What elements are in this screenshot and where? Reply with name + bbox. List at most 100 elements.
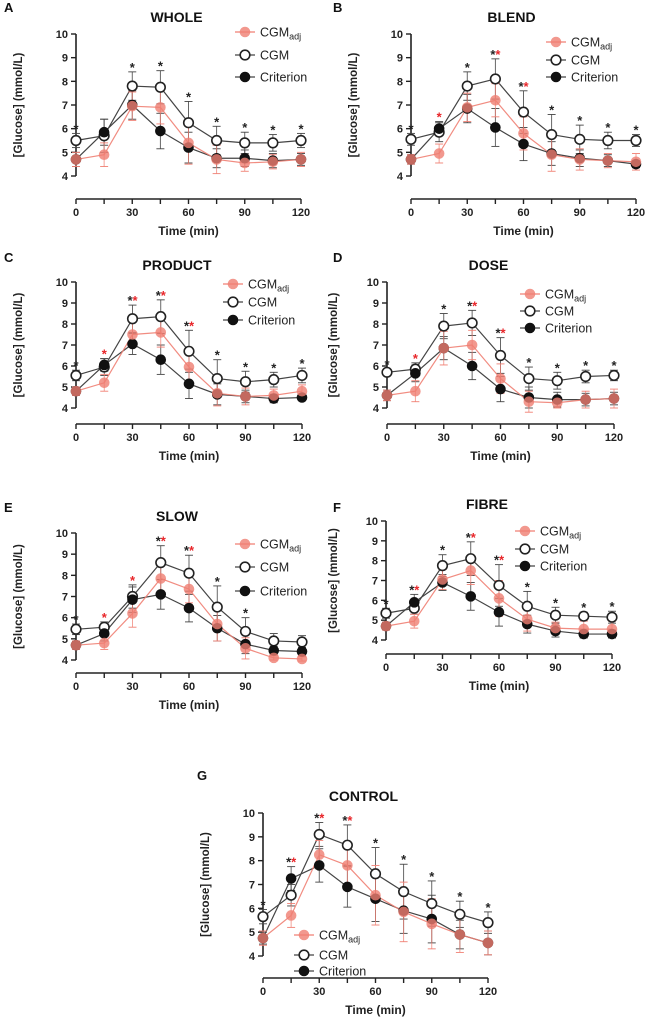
significance-star: *: [243, 359, 249, 374]
y-tick-label: 7: [62, 592, 68, 604]
data-point: [70, 385, 82, 397]
y-tick-label: 6: [373, 361, 379, 373]
data-point: [268, 374, 280, 386]
legend-name: Criterion: [571, 71, 618, 85]
data-point: [433, 148, 445, 159]
legend-name: Criterion: [260, 585, 307, 599]
significance-star: *: [441, 302, 447, 317]
data-point: [551, 397, 563, 409]
data-point: [313, 828, 325, 841]
star-black: *: [215, 574, 221, 589]
legend-marker: [239, 585, 251, 597]
star-red: *: [524, 79, 530, 94]
data-point: [630, 134, 642, 147]
legend-marker: [524, 288, 536, 300]
x-axis-label: Time (min): [470, 449, 530, 463]
star-black: *: [605, 120, 611, 135]
significance-star: **: [156, 288, 167, 303]
significance-star: *: [73, 121, 79, 136]
data-point: [606, 611, 618, 623]
significance-star: **: [518, 79, 529, 94]
star-black: *: [467, 298, 473, 313]
star-black: *: [214, 114, 220, 129]
data-point: [398, 886, 410, 898]
significance-star: *: [242, 120, 248, 135]
data-point: [98, 149, 110, 160]
data-point: [489, 73, 501, 85]
x-tick-label: 60: [183, 681, 195, 693]
legend-subscript: adj: [600, 42, 612, 52]
legend-label: Criterion: [260, 585, 307, 599]
y-tick-label: 4: [62, 171, 69, 183]
y-tick-label: 5: [62, 382, 68, 394]
significance-star: *: [186, 89, 192, 104]
legend-marker: [524, 305, 536, 317]
y-tick-label: 4: [397, 171, 404, 183]
data-point: [155, 573, 167, 584]
x-tick-label: 30: [126, 207, 138, 219]
star-red: *: [133, 293, 139, 308]
data-point: [405, 133, 417, 145]
y-tick-label: 5: [62, 634, 68, 646]
star-black: *: [271, 360, 277, 375]
legend-item: Criterion: [520, 322, 592, 336]
data-point: [183, 378, 195, 390]
star-black: *: [299, 356, 305, 371]
data-point: [493, 606, 505, 618]
significance-star: **: [490, 47, 501, 62]
data-point: [398, 906, 409, 918]
significance-star: *: [465, 60, 471, 75]
significance-star: *: [633, 123, 639, 138]
panel-letter: C: [4, 250, 14, 265]
data-point: [240, 643, 251, 654]
legend-label: Criterion: [260, 71, 307, 85]
data-point: [98, 126, 110, 138]
data-point: [426, 897, 438, 910]
legend-item: CGMadj: [235, 538, 301, 554]
data-point: [268, 652, 280, 664]
star-black: *: [611, 358, 617, 373]
significance-star: *: [605, 120, 611, 135]
star-black: *: [495, 326, 501, 341]
data-point: [518, 128, 529, 139]
panel-e: E SLOW 4 5 6 7 8 9 10 [Glucose] (mmol/L) 0 30 60 90 12…: [4, 500, 311, 712]
y-tick-label: 9: [397, 53, 403, 65]
significance-star: *: [383, 596, 389, 611]
data-point: [239, 376, 252, 388]
star-red: *: [437, 110, 443, 125]
star-black: *: [490, 47, 496, 62]
star-red: *: [501, 326, 507, 341]
legend-item: CGM: [294, 949, 348, 963]
legend-name: Criterion: [540, 560, 587, 574]
legend-subscript: adj: [574, 294, 586, 304]
y-axis-label: [Glucose] (mmol/L): [328, 528, 340, 633]
star-red: *: [102, 347, 108, 362]
x-axis-label: Time (min): [159, 449, 219, 463]
data-point: [295, 134, 307, 147]
panel-f: F FIBRE 4 5 6 7 8 9 10 [Glucose] (mmol/L) 0 30 60 90 1…: [328, 496, 621, 693]
significance-star: *: [158, 59, 164, 74]
star-black: *: [243, 359, 249, 374]
data-point: [183, 345, 195, 357]
legend-item: Criterion: [235, 585, 307, 599]
legend-item: Criterion: [223, 314, 295, 328]
legend-label: Criterion: [319, 965, 366, 979]
x-tick-label: 120: [293, 681, 311, 693]
legend-item: CGM: [546, 54, 600, 68]
data-point: [549, 609, 562, 621]
data-point: [370, 889, 381, 901]
significance-star: *: [525, 579, 531, 594]
star-black: *: [441, 302, 447, 317]
significance-star: **: [127, 293, 138, 308]
panel-title: SLOW: [156, 508, 199, 524]
y-tick-label: 9: [62, 549, 68, 561]
y-tick-label: 8: [62, 76, 68, 88]
significance-star: *: [260, 898, 266, 913]
significance-star: *: [73, 612, 79, 627]
y-tick-label: 4: [372, 635, 379, 647]
x-tick-label: 60: [494, 432, 506, 444]
panel-b: B BLEND 4 5 6 7 8 9 10 [Glucose] (mmol/L) 0 30 60 90 1…: [333, 0, 645, 238]
data-point: [267, 137, 279, 149]
significance-star: *: [271, 360, 277, 375]
data-point: [574, 133, 586, 145]
